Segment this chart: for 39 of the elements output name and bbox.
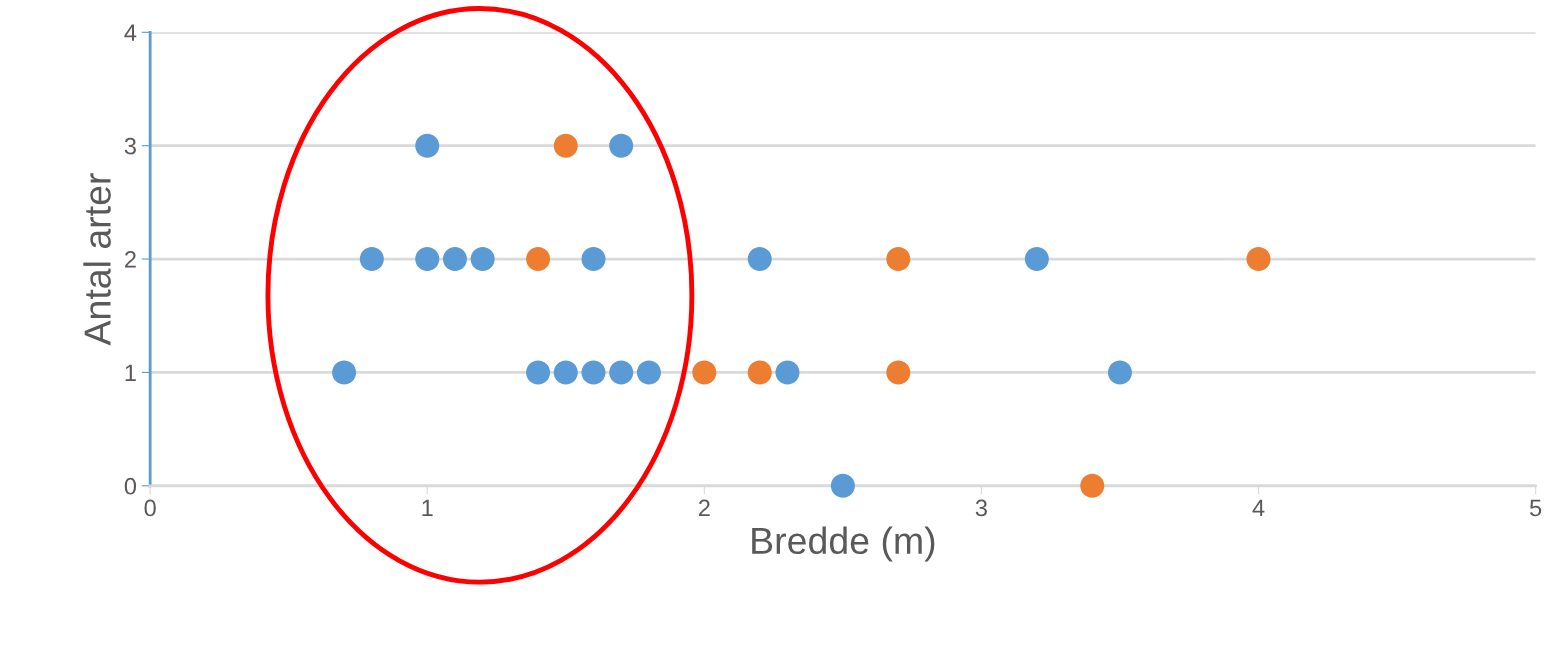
point xyxy=(470,247,495,272)
point xyxy=(775,360,800,385)
point xyxy=(581,247,606,272)
point xyxy=(1246,247,1271,272)
y-tick-label: 4 xyxy=(124,24,137,41)
point xyxy=(1024,247,1049,272)
point xyxy=(609,133,634,158)
point xyxy=(1107,360,1133,385)
point xyxy=(332,360,357,385)
point xyxy=(581,360,606,385)
point xyxy=(526,360,551,385)
point xyxy=(553,133,578,158)
point xyxy=(415,133,440,158)
point xyxy=(1080,473,1105,498)
point xyxy=(636,360,661,385)
x-tick-label: 5 xyxy=(1530,499,1542,517)
x-tick-label: 2 xyxy=(698,499,710,517)
y-tick-label: 2 xyxy=(125,251,136,268)
y-axis-title: Antal arter xyxy=(83,173,111,346)
y-tick-label: 3 xyxy=(124,137,136,155)
x-axis-title: Bredde (m) xyxy=(752,526,935,562)
x-tick-label: 0 xyxy=(144,499,156,517)
x-tick-label: 3 xyxy=(975,499,987,517)
point xyxy=(609,360,634,385)
point xyxy=(830,473,855,498)
x-tick-label: 1 xyxy=(422,499,433,517)
point xyxy=(415,247,440,272)
point xyxy=(359,247,384,272)
point xyxy=(553,360,578,385)
point xyxy=(886,247,911,272)
y-tick-label: 1 xyxy=(125,364,136,381)
point xyxy=(692,360,717,385)
y-tick-label: 0 xyxy=(124,477,137,495)
point xyxy=(747,360,772,385)
point xyxy=(886,360,911,385)
point xyxy=(442,247,467,272)
point xyxy=(526,247,551,272)
x-tick-label: 4 xyxy=(1252,499,1265,517)
point xyxy=(747,247,772,272)
